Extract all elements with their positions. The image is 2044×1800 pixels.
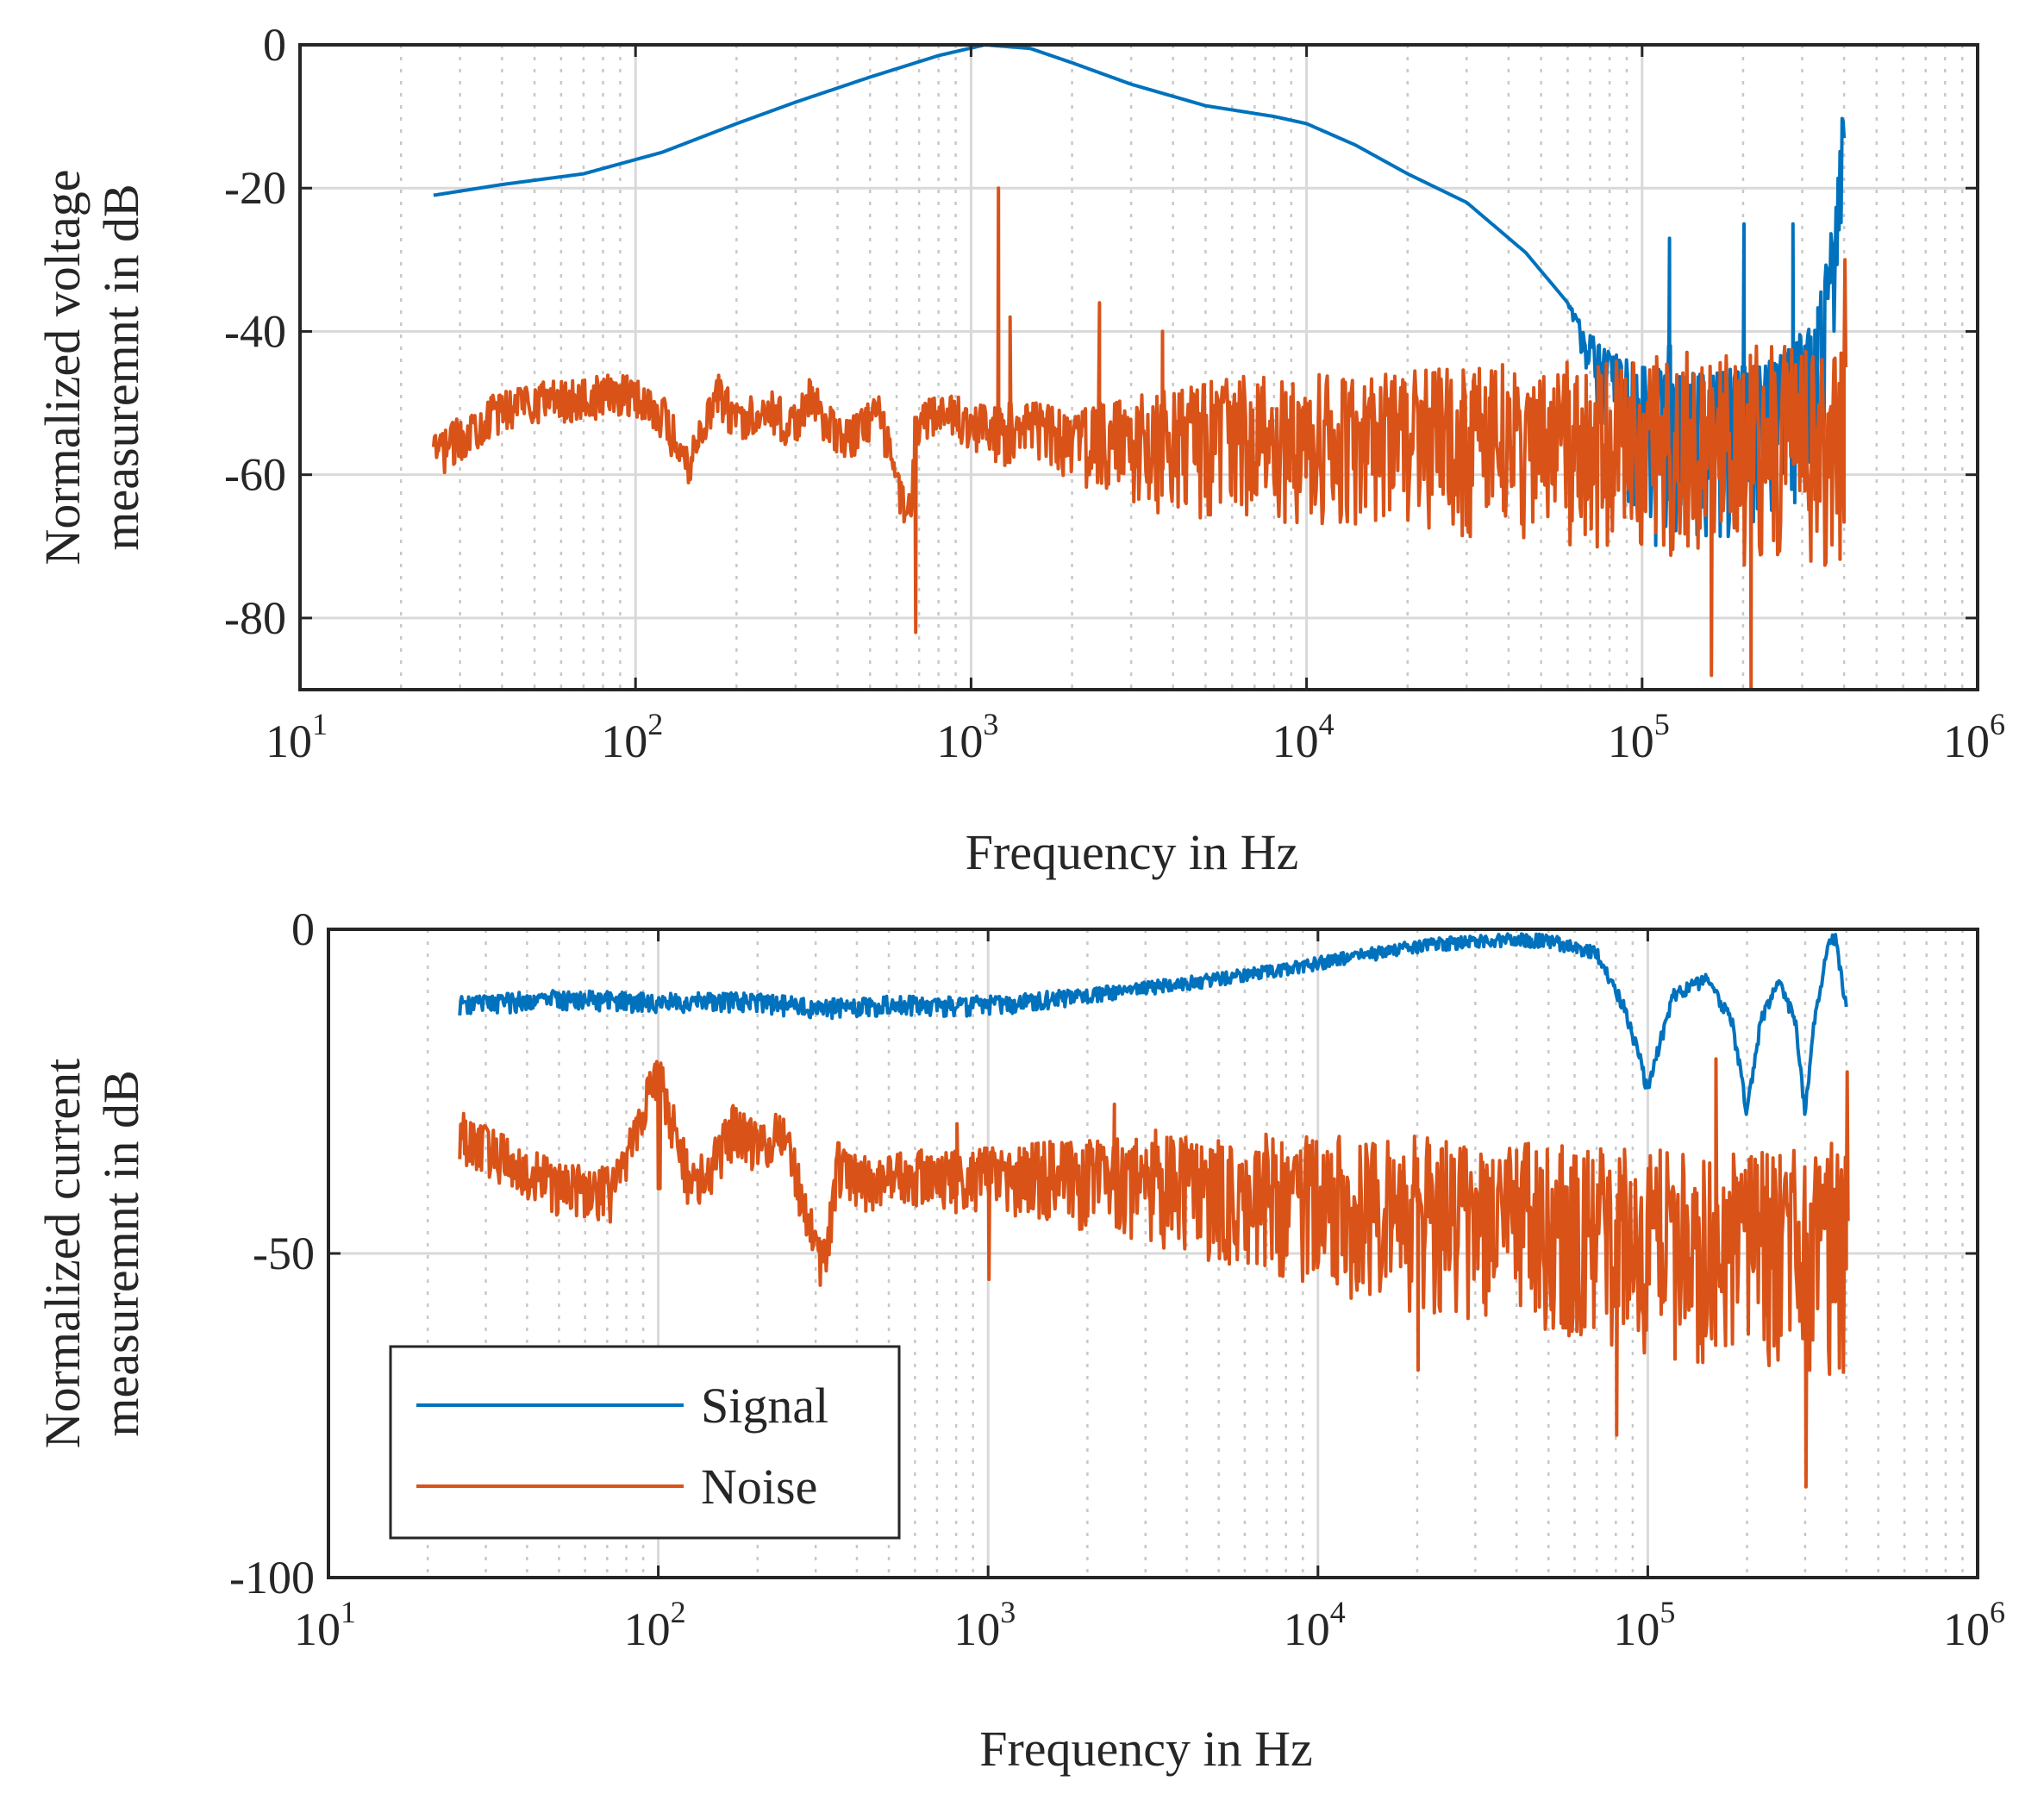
- current-chart: 101 102 103 104 105 106 0 -50 -100 Frequency in H…: [34, 903, 2005, 1777]
- y-tick-label: -40: [224, 305, 286, 357]
- y-tick-label: -60: [224, 449, 286, 501]
- voltage-chart: 101 102 103 104 105 106 0 -20 -40 -60 -80 Frequency…: [34, 19, 2005, 880]
- x-axis-label: Frequency in Hz: [966, 824, 1299, 880]
- y-tick-label: 0: [291, 903, 315, 955]
- x-tick-label: 105: [1613, 1595, 1675, 1655]
- y-tick-label: -20: [224, 162, 286, 214]
- x-tick-label: 104: [1272, 707, 1335, 767]
- y-axis-label: Normalized voltagemeasuremnt in dB: [34, 170, 149, 566]
- x-tick-label: 106: [1943, 1595, 2005, 1655]
- axes-frame: [298, 43, 1979, 691]
- signal-series-line: [458, 932, 1848, 1116]
- x-tick-label: 102: [624, 1595, 686, 1655]
- y-tick-label: -100: [229, 1552, 315, 1603]
- y-tick-label: -50: [253, 1228, 315, 1279]
- legend: Signal Noise: [389, 1345, 901, 1540]
- noise-legend-label: Noise: [701, 1459, 817, 1515]
- signal-legend-label: Signal: [701, 1378, 828, 1434]
- x-tick-label: 103: [953, 1595, 1016, 1655]
- legend-box: [389, 1345, 901, 1540]
- y-tick-label: 0: [263, 19, 286, 71]
- x-tick-label: 104: [1284, 1595, 1346, 1655]
- x-tick-label: 102: [601, 707, 663, 767]
- x-axis-label: Frequency in Hz: [979, 1721, 1313, 1777]
- plot-area: [300, 45, 1978, 690]
- x-tick-label: 106: [1943, 707, 2005, 767]
- x-tick-label: 101: [266, 707, 328, 767]
- noise-series-line: [458, 1057, 1850, 1489]
- x-tick-label: 101: [294, 1595, 356, 1655]
- noise-series-line: [431, 186, 1848, 690]
- series-group: [458, 932, 1850, 1489]
- y-axis-label: Normalized currentmeasuremnt in dB: [34, 1059, 149, 1449]
- x-tick-label: 105: [1608, 707, 1670, 767]
- series-group: [431, 45, 1848, 690]
- x-tick-label: 103: [936, 707, 998, 767]
- y-tick-label: -80: [224, 592, 286, 644]
